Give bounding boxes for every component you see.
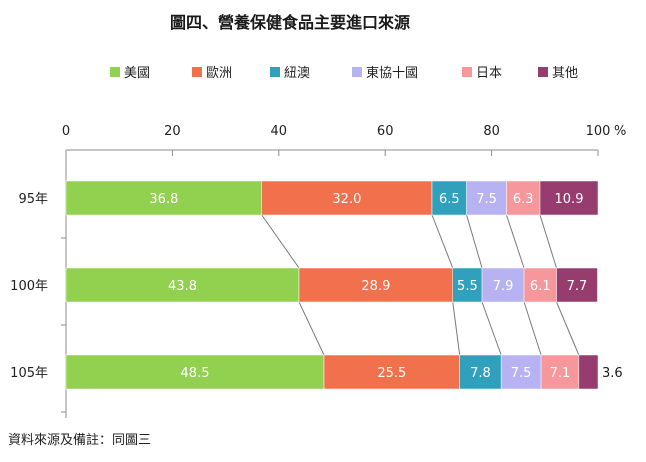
legend-swatch xyxy=(352,67,362,77)
bar-segment xyxy=(500,354,542,390)
value-labels: 36.8 32.0 6.5 7.5 6.3 10.9 43.8 28.9 5.5 7.9 6.1 7.… xyxy=(149,192,622,381)
legend: 美國 歐洲 紐澳 東協十國 日本 其他 xyxy=(110,65,578,81)
connector-line xyxy=(431,214,454,269)
data-label: 10.9 xyxy=(555,192,584,207)
legend-swatch xyxy=(270,67,280,77)
bar-segment xyxy=(452,267,483,303)
tick-label: 80 xyxy=(483,124,500,139)
legend-swatch xyxy=(110,67,120,77)
category-label: 105年 xyxy=(10,366,48,381)
connector-line xyxy=(539,214,557,269)
category-label: 95年 xyxy=(18,192,48,207)
data-label: 7.7 xyxy=(567,279,588,294)
bar-segment xyxy=(459,354,502,390)
data-label: 3.6 xyxy=(602,366,623,381)
category-label: 100年 xyxy=(10,279,48,294)
bar-segment xyxy=(323,354,460,390)
data-label: 28.9 xyxy=(361,279,390,294)
connector-line xyxy=(556,301,580,356)
tick-label: 0 xyxy=(62,124,70,139)
tick-label: 60 xyxy=(377,124,394,139)
tick-label: 40 xyxy=(271,124,288,139)
bar-segment xyxy=(540,354,580,390)
category-labels: 95年 100年 105年 xyxy=(10,192,48,381)
data-label: 48.5 xyxy=(181,366,210,381)
legend-label: 日本 xyxy=(476,66,502,81)
tick-label: 100 xyxy=(586,124,611,139)
connector-line xyxy=(298,301,325,356)
data-label: 25.5 xyxy=(377,366,406,381)
legend-label: 歐洲 xyxy=(206,66,232,81)
data-label: 43.8 xyxy=(168,279,197,294)
bar-segment xyxy=(523,267,557,303)
bar-segment xyxy=(298,267,454,303)
bar-segment xyxy=(539,180,599,216)
legend-label: 紐澳 xyxy=(284,65,310,81)
data-label: 36.8 xyxy=(149,192,178,207)
data-label: 7.5 xyxy=(476,192,497,207)
data-label: 7.5 xyxy=(511,366,532,381)
footnote: 資料來源及備註：同圖三 xyxy=(8,432,151,448)
connector-line xyxy=(481,301,502,356)
connector-line xyxy=(452,301,461,356)
legend-label: 東協十國 xyxy=(366,65,418,81)
legend-swatch xyxy=(538,67,548,77)
bar-segment xyxy=(556,267,598,303)
data-label: 6.1 xyxy=(530,279,551,294)
connector-line xyxy=(506,214,525,269)
bar-segment xyxy=(65,180,263,216)
data-label: 7.9 xyxy=(493,279,514,294)
data-label: 6.3 xyxy=(513,192,534,207)
data-label: 7.1 xyxy=(550,366,571,381)
bar-segment xyxy=(578,354,599,390)
bar-segment xyxy=(65,267,300,303)
data-label: 5.5 xyxy=(457,279,478,294)
legend-swatch xyxy=(462,67,472,77)
data-label: 7.8 xyxy=(470,366,491,381)
bar-segment xyxy=(261,180,433,216)
tick-label: 20 xyxy=(164,124,181,139)
legend-label: 美國 xyxy=(124,66,150,81)
data-label: 6.5 xyxy=(439,192,460,207)
bar-segment xyxy=(506,180,541,216)
connector-line xyxy=(261,214,300,269)
bar-segment xyxy=(65,354,325,390)
bars xyxy=(65,180,599,390)
connector-lines xyxy=(261,214,580,356)
legend-label: 其他 xyxy=(552,66,578,81)
legend-swatch xyxy=(192,67,202,77)
bar-segment xyxy=(431,180,467,216)
bar-segment xyxy=(481,267,525,303)
x-axis: 0 20 40 60 80 100% xyxy=(61,124,626,418)
connector-line xyxy=(523,301,542,356)
unit-label: % xyxy=(614,124,626,139)
bar-segment xyxy=(466,180,507,216)
connector-line xyxy=(466,214,483,269)
data-label: 32.0 xyxy=(332,192,361,207)
chart-title: 圖四、營養保健食品主要進口來源 xyxy=(170,13,410,32)
